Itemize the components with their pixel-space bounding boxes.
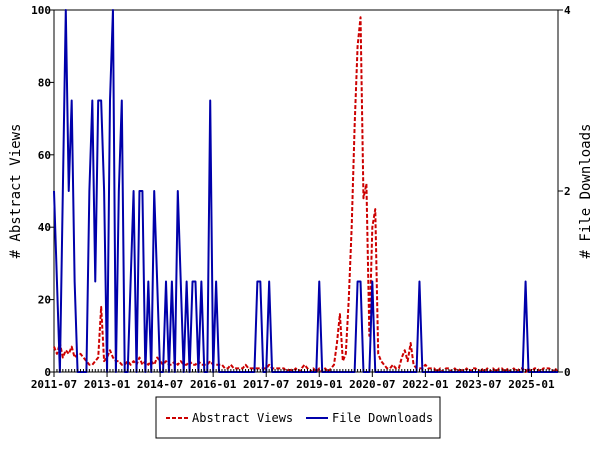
series-layer [53,9,559,373]
y-axis-right-ticks: 0 2 4 [558,4,571,379]
x-tick-label: 2022-01 [402,378,449,391]
y-left-tick-label: 20 [38,294,51,307]
x-tick-label: 2023-07 [455,378,501,391]
legend-label-file-downloads: File Downloads [332,411,433,425]
x-tick-label: 2014-07 [137,378,183,391]
x-tick-label: 2013-01 [84,378,131,391]
series-line-file-downloads [53,9,558,373]
y-left-tick-label: 0 [44,366,51,379]
y-right-tick-label: 2 [564,185,571,198]
x-tick-label: 2017-07 [243,378,289,391]
y-left-tick-label: 40 [38,221,51,234]
x-tick-label: 2025-01 [508,378,555,391]
x-tick-label: 2011-07 [31,378,77,391]
x-tick-label: 2016-01 [190,378,237,391]
y-left-tick-label: 80 [38,76,51,89]
y-axis-left-label: # Abstract Views [8,124,24,259]
x-tick-label: 2020-07 [349,378,395,391]
x-tick-label: 2019-01 [296,378,343,391]
y-axis-right-label: # File Downloads [578,124,594,259]
x-axis-ticks: 2011-07 2013-01 2014-07 2016-01 2017-07 2019-… [31,369,559,391]
series-line-abstract-views [53,16,559,373]
legend-label-abstract-views: Abstract Views [192,411,293,425]
legend-box [155,396,441,439]
y-left-tick-label: 100 [31,4,51,17]
y-left-tick-label: 60 [38,149,51,162]
legend: Abstract Views File Downloads [155,396,441,439]
y-right-tick-label: 0 [564,366,571,379]
y-right-tick-label: 4 [564,4,571,17]
y-axis-left-ticks: 0 20 40 60 80 100 [31,4,54,379]
